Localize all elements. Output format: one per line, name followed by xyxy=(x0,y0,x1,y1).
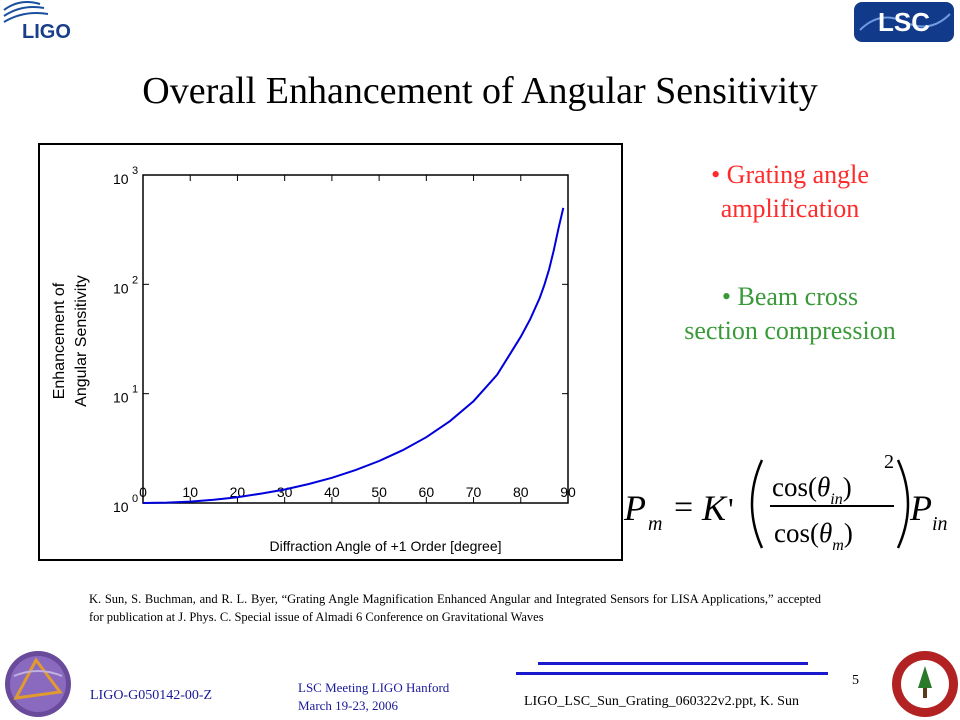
y-tick-label: 10 xyxy=(113,499,129,515)
formula-rhs: P xyxy=(909,488,932,528)
meeting-line: March 19-23, 2006 xyxy=(298,698,399,713)
left-paren xyxy=(750,459,764,549)
y-axis-label-line2: Angular Sensitivity xyxy=(73,275,90,407)
ligo-logo-text: LIGO xyxy=(22,21,71,43)
doc-id: LIGO-G050142-00-Z xyxy=(90,688,213,703)
plot-area xyxy=(142,174,569,504)
lsc-logo-text: LSC xyxy=(878,7,930,37)
divider-line xyxy=(516,672,828,675)
formula-den: cos(θm) xyxy=(774,518,853,554)
x-tick-label: 30 xyxy=(277,484,293,500)
x-tick-label: 60 xyxy=(419,484,435,500)
bullet-line: amplification xyxy=(720,194,860,223)
formula-k: K xyxy=(701,488,728,528)
formula-lhs-sub: m xyxy=(648,513,662,535)
reference-citation: K. Sun, S. Buchman, and R. L. Byer, “Gra… xyxy=(89,592,821,624)
x-tick-label: 0 xyxy=(139,484,147,500)
formula-lhs: P xyxy=(623,488,646,528)
right-paren xyxy=(896,459,910,549)
x-tick-label: 80 xyxy=(513,484,529,500)
x-tick-label: 50 xyxy=(371,484,387,500)
y-tick-exponent: 2 xyxy=(132,274,138,286)
bullet-line: section compression xyxy=(684,316,896,345)
x-tick-label: 10 xyxy=(182,484,198,500)
bullet-beam-cross: • Beam cross section compression xyxy=(630,280,950,348)
divider-line xyxy=(538,662,808,665)
chart-frame xyxy=(38,143,623,561)
y-tick-exponent: 3 xyxy=(132,165,138,177)
bullet-line: • Beam cross xyxy=(721,282,859,311)
x-tick-label: 70 xyxy=(466,484,482,500)
formula-equals: = xyxy=(674,489,693,526)
file-name: LIGO_LSC_Sun_Grating_060322v2.ppt, K. Su… xyxy=(524,694,799,709)
formula-rhs-sub: in xyxy=(932,513,948,535)
formula-prime: ' xyxy=(728,491,734,527)
ligo-globe-logo xyxy=(5,651,71,717)
stanford-seal xyxy=(892,651,958,717)
bullet-line: • Grating angle xyxy=(711,160,869,189)
ligo-logo: LIGO xyxy=(3,1,71,43)
page-number: 5 xyxy=(852,673,859,688)
x-axis-label: Diffraction Angle of +1 Order [degree] xyxy=(269,538,501,554)
y-tick-label: 10 xyxy=(113,280,129,296)
formula-num: cos(θin) xyxy=(772,472,852,508)
series-line xyxy=(142,207,565,504)
x-tick-label: 90 xyxy=(560,484,576,500)
y-tick-exponent: 1 xyxy=(132,384,138,396)
lsc-logo: LSC xyxy=(854,2,954,42)
formula-power: 2 xyxy=(884,451,894,473)
y-axis-label-line1: Enhancement of xyxy=(51,282,68,399)
formula: P m = K ' cos(θin) cos(θm) 2 P in xyxy=(623,451,948,554)
x-tick-label: 40 xyxy=(324,484,340,500)
meeting-info: LSC Meeting LIGO Hanford March 19-23, 20… xyxy=(298,679,449,715)
y-tick-label: 10 xyxy=(113,171,129,187)
page-title: Overall Enhancement of Angular Sensitivi… xyxy=(142,70,818,112)
y-tick-exponent: 0 xyxy=(132,493,138,505)
bullet-grating-angle: • Grating angle amplification xyxy=(630,158,950,226)
meeting-line: LSC Meeting LIGO Hanford xyxy=(298,680,450,695)
y-tick-label: 10 xyxy=(113,390,129,406)
